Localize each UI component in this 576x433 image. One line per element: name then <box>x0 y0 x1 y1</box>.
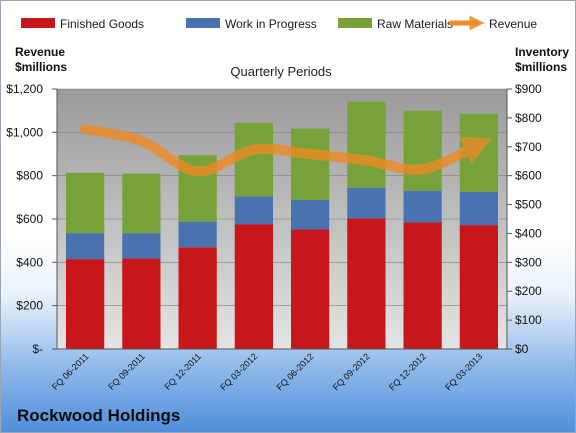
right-tick-label: $400 <box>515 226 542 240</box>
right-tick-label: $900 <box>515 82 542 96</box>
right-tick-label: $500 <box>515 198 542 212</box>
revenue-point <box>477 143 480 146</box>
legend-label: Work in Progress <box>225 17 317 31</box>
right-tick-label: $200 <box>515 284 542 298</box>
right-tick-label: $600 <box>515 169 542 183</box>
right-axis-title-line1: Inventory <box>515 45 569 59</box>
legend-swatch-finished-goods <box>21 18 55 28</box>
x-tick-label: FQ 03-2012 <box>218 351 259 392</box>
bar-finished-goods <box>234 224 273 349</box>
left-axis-title-line2: $millions <box>15 60 67 74</box>
revenue-point <box>196 170 199 173</box>
left-tick-label: $1,200 <box>6 82 43 96</box>
x-tick-label: FQ 06-2011 <box>50 351 91 392</box>
bar-work-in-progress <box>459 191 498 226</box>
left-tick-label: $600 <box>16 212 43 226</box>
right-tick-label: $800 <box>515 111 542 125</box>
bar-work-in-progress <box>122 233 161 259</box>
right-axis-title-line2: $millions <box>515 60 567 74</box>
x-tick-label: FQ 09-2011 <box>106 351 147 392</box>
bar-work-in-progress <box>291 199 330 230</box>
legend-label: Raw Materials <box>377 17 453 31</box>
revenue-point <box>365 159 368 162</box>
revenue-line-layer <box>80 124 493 177</box>
revenue-point <box>421 168 424 171</box>
x-tick-label: FQ 12-2011 <box>162 351 203 392</box>
bar-finished-goods <box>122 258 161 349</box>
legend-swatch-raw-materials <box>338 18 372 28</box>
legend-label: Finished Goods <box>60 17 144 31</box>
left-tick-label: $400 <box>16 255 43 269</box>
bar-raw-materials <box>347 101 386 188</box>
bar-work-in-progress <box>66 233 105 260</box>
bar-work-in-progress <box>234 196 273 225</box>
x-tick-label: FQ 09-2012 <box>331 351 372 392</box>
revenue-line <box>80 124 493 177</box>
left-tick-label: $200 <box>16 299 43 313</box>
bar-finished-goods <box>178 247 217 349</box>
bar-raw-materials <box>291 128 330 200</box>
right-tick-label: $300 <box>515 255 542 269</box>
bar-finished-goods <box>291 229 330 349</box>
bar-finished-goods <box>347 218 386 349</box>
revenue-point <box>252 148 255 151</box>
bar-work-in-progress <box>178 221 217 248</box>
bars <box>66 101 498 349</box>
revenue-point <box>84 128 87 131</box>
x-tick-label: FQ 12-2012 <box>387 351 428 392</box>
x-tick-label: FQ 03-2013 <box>443 351 484 392</box>
bar-work-in-progress <box>347 187 386 219</box>
bar-finished-goods <box>66 259 105 349</box>
bar-finished-goods <box>459 225 498 349</box>
legend-swatch-work-in-progress <box>186 18 220 28</box>
x-tick-label: FQ 06-2012 <box>275 351 316 392</box>
left-tick-label: $- <box>32 342 43 356</box>
right-tick-label: $0 <box>515 342 529 356</box>
chart-subtitle: Quarterly Periods <box>230 64 332 79</box>
bar-raw-materials <box>122 173 161 234</box>
bar-raw-materials <box>403 110 442 191</box>
revenue-point <box>309 153 312 156</box>
left-tick-label: $800 <box>16 169 43 183</box>
bar-raw-materials <box>234 122 273 197</box>
revenue-point <box>140 140 143 143</box>
left-tick-label: $1,000 <box>6 125 43 139</box>
right-tick-label: $700 <box>515 140 542 154</box>
bar-finished-goods <box>403 222 442 349</box>
bar-raw-materials <box>66 172 105 234</box>
legend-label: Revenue <box>489 17 537 31</box>
left-axis-title-line1: Revenue <box>15 45 65 59</box>
right-tick-label: $100 <box>515 313 542 327</box>
bar-work-in-progress <box>403 190 442 223</box>
company-name: Rockwood Holdings <box>17 406 181 425</box>
legend: Finished Goods Work in Progress Raw Materi… <box>21 15 537 31</box>
